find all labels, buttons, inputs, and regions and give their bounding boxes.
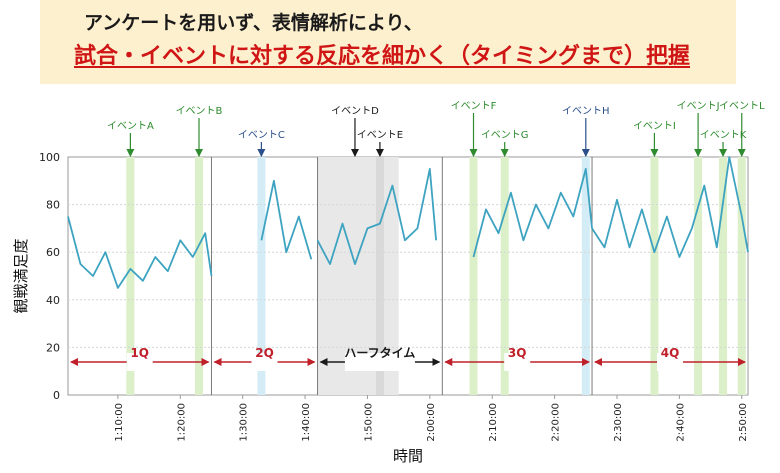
x-tick-label: 1:40:00 xyxy=(301,403,312,442)
event-label: イベントC xyxy=(238,129,285,141)
headline-line-1: アンケートを用いず、表情解析により、 xyxy=(84,12,423,34)
event-band xyxy=(719,157,728,395)
period-label: 4Q xyxy=(661,346,680,360)
y-tick-label: 80 xyxy=(46,199,60,212)
event-label: イベントA xyxy=(107,120,154,132)
event-label: イベントD xyxy=(331,105,379,117)
y-tick-label: 0 xyxy=(53,389,60,402)
y-tick-label: 20 xyxy=(46,341,60,354)
x-tick-label: 2:20:00 xyxy=(551,403,562,442)
x-tick-label: 1:50:00 xyxy=(363,403,374,442)
headline-banner: アンケートを用いず、表情解析により、 試合・イベントに対する反応を細かく（タイミ… xyxy=(40,0,736,84)
event-label: イベントE xyxy=(357,129,403,141)
x-tick-label: 2:50:00 xyxy=(738,403,749,442)
event-label: イベントB xyxy=(176,105,223,117)
event-label: イベントK xyxy=(700,129,747,141)
period-label-bg xyxy=(251,353,278,371)
event-band xyxy=(375,157,384,395)
series-line xyxy=(260,179,313,260)
x-tick-label: 1:20:00 xyxy=(176,403,187,442)
x-tick-label: 2:30:00 xyxy=(613,403,624,442)
period-label: ハーフタイム xyxy=(344,346,415,360)
series-line xyxy=(591,156,749,258)
x-tick-label: 1:10:00 xyxy=(114,403,125,442)
series-line xyxy=(67,216,213,289)
event-band xyxy=(126,157,135,395)
event-label: イベントL xyxy=(719,100,765,112)
event-label: イベントH xyxy=(562,105,610,117)
event-label: イベントJ xyxy=(677,100,720,112)
event-label: イベントF xyxy=(451,100,497,112)
x-tick-label: 1:30:00 xyxy=(239,403,250,442)
period-label: 1Q xyxy=(130,346,149,360)
event-band xyxy=(581,157,590,395)
event-band xyxy=(257,157,266,395)
event-band xyxy=(694,157,703,395)
period-label-bg xyxy=(344,353,415,371)
event-band xyxy=(500,157,509,395)
period-label-bg xyxy=(504,353,531,371)
event-band xyxy=(195,157,204,395)
event-label: イベントG xyxy=(481,129,529,141)
y-tick-label: 40 xyxy=(46,294,60,307)
x-tick-label: 2:10:00 xyxy=(488,403,499,442)
event-band xyxy=(737,157,746,395)
x-tick-label: 2:00:00 xyxy=(426,403,437,442)
period-label: 3Q xyxy=(508,346,527,360)
series-line xyxy=(316,167,437,266)
series-line xyxy=(472,167,593,258)
y-axis-title: 観戦満足度 xyxy=(12,238,30,313)
period-label: 2Q xyxy=(255,346,274,360)
event-band xyxy=(469,157,478,395)
y-tick-label: 100 xyxy=(39,151,60,164)
period-label-bg xyxy=(126,353,153,371)
x-tick-label: 2:40:00 xyxy=(675,403,686,442)
period-label-bg xyxy=(657,353,684,371)
y-tick-label: 60 xyxy=(46,246,60,259)
x-axis-title: 時間 xyxy=(393,447,423,465)
event-label: イベントI xyxy=(633,120,676,132)
headline-line-2: 試合・イベントに対する反応を細かく（タイミングまで）把握 xyxy=(74,44,691,69)
event-band xyxy=(650,157,659,395)
